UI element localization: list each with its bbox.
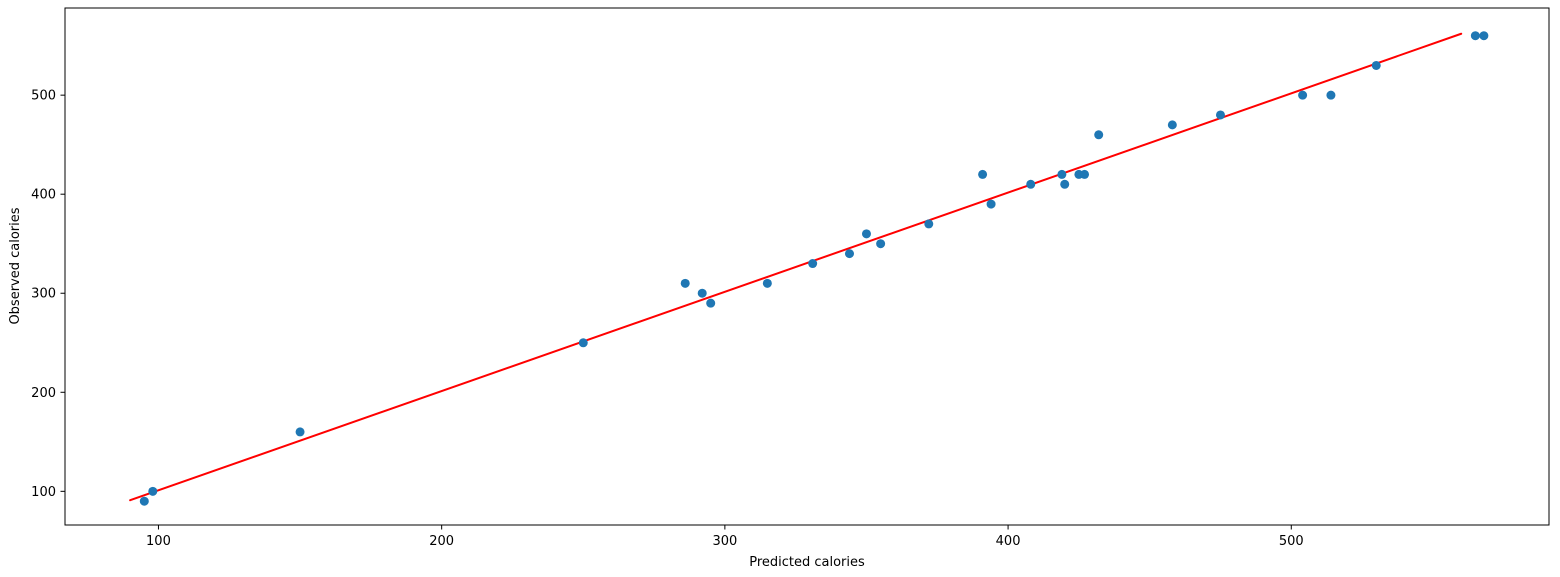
data-point: [1057, 169, 1067, 179]
data-point: [924, 219, 934, 229]
data-point: [1298, 90, 1308, 100]
data-point: [148, 486, 158, 496]
data-point: [1326, 90, 1336, 100]
data-point: [1094, 130, 1104, 140]
data-point: [876, 239, 886, 249]
y-tick-label: 300: [31, 287, 56, 302]
data-point: [1215, 110, 1225, 120]
data-point: [978, 169, 988, 179]
data-point: [1080, 169, 1090, 179]
data-point: [697, 288, 707, 298]
fit-line: [129, 32, 1463, 502]
data-point: [844, 249, 854, 259]
data-point: [1026, 179, 1036, 189]
data-point: [680, 278, 690, 288]
data-point: [1470, 31, 1480, 41]
data-point: [1371, 60, 1381, 70]
data-point: [1167, 120, 1177, 130]
y-axis-label: Observed calories: [8, 207, 23, 324]
x-tick-label: 300: [712, 534, 737, 549]
data-point: [1479, 31, 1489, 41]
x-tick-label: 100: [146, 534, 171, 549]
y-tick-label: 500: [31, 89, 56, 104]
fit-line-group: [129, 32, 1463, 502]
x-tick-label: 200: [429, 534, 454, 549]
x-tick-label: 500: [1279, 534, 1304, 549]
x-tick-label: 400: [996, 534, 1021, 549]
data-point: [986, 199, 996, 209]
data-point: [706, 298, 716, 308]
data-point: [295, 427, 305, 437]
plot-frame: [64, 7, 1550, 526]
y-ticks: 100 200 300 400 500: [31, 89, 65, 500]
x-axis-label: Predicted calories: [749, 555, 865, 570]
data-point: [808, 259, 818, 269]
x-ticks: 100 200 300 400 500: [146, 525, 1304, 549]
data-point: [139, 496, 149, 506]
data-point: [1060, 179, 1070, 189]
data-points: [139, 31, 1489, 506]
y-tick-label: 100: [31, 485, 56, 500]
data-point: [762, 278, 772, 288]
data-point: [861, 229, 871, 239]
y-tick-label: 400: [31, 188, 56, 203]
data-point: [578, 338, 588, 348]
y-tick-label: 200: [31, 386, 56, 401]
